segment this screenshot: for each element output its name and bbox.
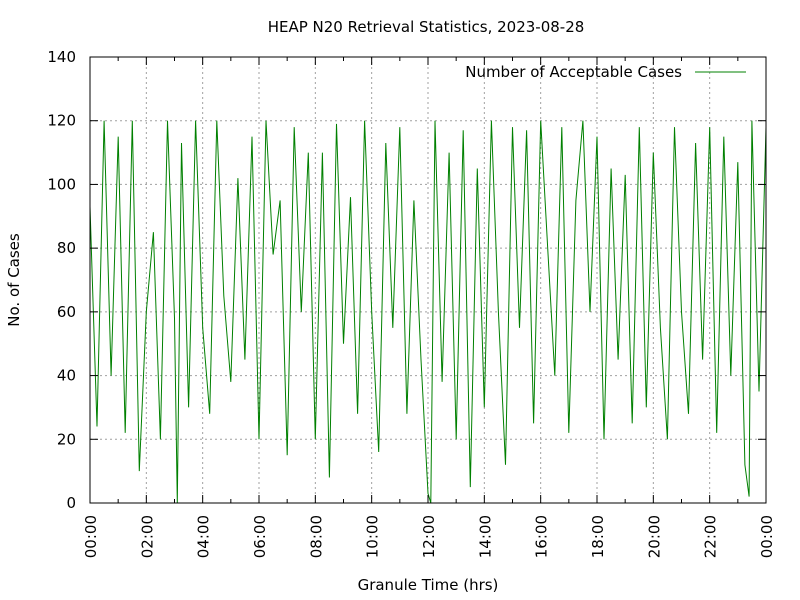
- x-tick-label: 04:00: [195, 515, 213, 558]
- legend: Number of Acceptable Cases: [465, 63, 746, 81]
- y-tick-label: 140: [47, 48, 76, 66]
- tick-marks: [89, 56, 767, 504]
- x-tick-label: 00:00: [758, 515, 776, 558]
- x-tick-label: 14:00: [476, 515, 494, 558]
- y-tick-label: 60: [57, 303, 76, 321]
- x-tick-label: 02:00: [138, 515, 156, 558]
- x-tick-label: 16:00: [533, 515, 551, 558]
- x-tick-label: 12:00: [420, 515, 438, 558]
- x-tick-label: 20:00: [645, 515, 663, 558]
- y-tick-label: 40: [57, 367, 76, 385]
- y-axis-label: No. of Cases: [5, 233, 23, 327]
- y-tick-label: 80: [57, 239, 76, 257]
- y-tick-label: 20: [57, 430, 76, 448]
- x-tick-label: 18:00: [589, 515, 607, 558]
- series-group: [89, 120, 767, 504]
- x-axis-label: Granule Time (hrs): [358, 576, 499, 594]
- x-tick-label: 00:00: [82, 515, 100, 558]
- y-tick-label: 0: [66, 494, 76, 512]
- x-tick-label: 10:00: [364, 515, 382, 558]
- y-tick-label: 100: [47, 175, 76, 193]
- x-tick-label: 06:00: [251, 515, 269, 558]
- y-tick-label: 120: [47, 112, 76, 130]
- chart-title: HEAP N20 Retrieval Statistics, 2023-08-2…: [268, 18, 585, 36]
- x-tick-label: 08:00: [307, 515, 325, 558]
- series-line: [89, 120, 767, 504]
- y-tick-labels: 0 20 40 60 80 100 120 140: [47, 48, 76, 512]
- legend-label: Number of Acceptable Cases: [465, 63, 682, 81]
- x-tick-labels: 00:00 02:00 04:00 06:00 08:00 10:00 12:00 14:00…: [82, 515, 776, 558]
- x-tick-label: 22:00: [702, 515, 720, 558]
